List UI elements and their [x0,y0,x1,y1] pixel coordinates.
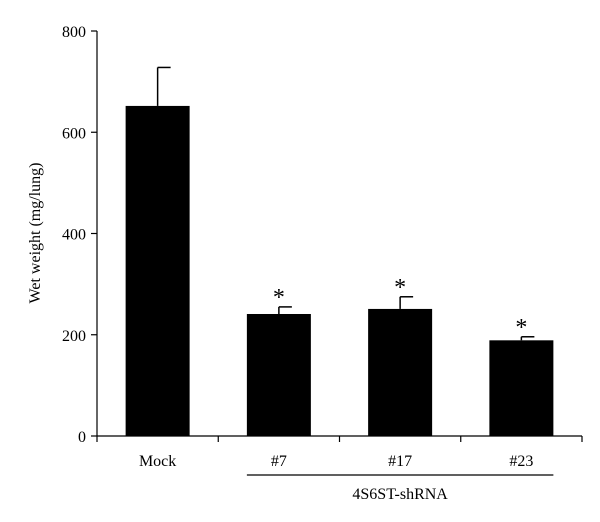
x-tick-label: #17 [388,453,412,470]
x-tick-label: #23 [509,453,533,470]
y-tick-label: 0 [78,429,86,446]
y-tick-label: 800 [62,24,86,41]
significance-marker: * [515,315,527,341]
bar-n23 [489,340,554,436]
y-axis: 0 200 400 600 800 [62,24,98,446]
group-annotation: 4S6ST-shRNA [246,474,554,503]
bars: * * * [125,66,554,437]
y-tick-label: 400 [62,227,86,244]
bar-n17 [368,308,433,436]
y-tick-label: 200 [62,328,86,345]
y-tick-label: 600 [62,125,86,142]
bar-Mock [125,105,190,437]
group-label: 4S6ST-shRNA [352,486,448,503]
significance-marker: * [273,285,285,311]
x-tick-label: Mock [139,453,176,470]
x-tick-label: #7 [271,453,287,470]
y-axis-label: Wet weight (mg/lung) [27,163,44,304]
x-axis: Mock #7 #17 #23 [96,435,583,470]
bar-n7 [246,313,311,436]
significance-marker: * [394,275,406,301]
